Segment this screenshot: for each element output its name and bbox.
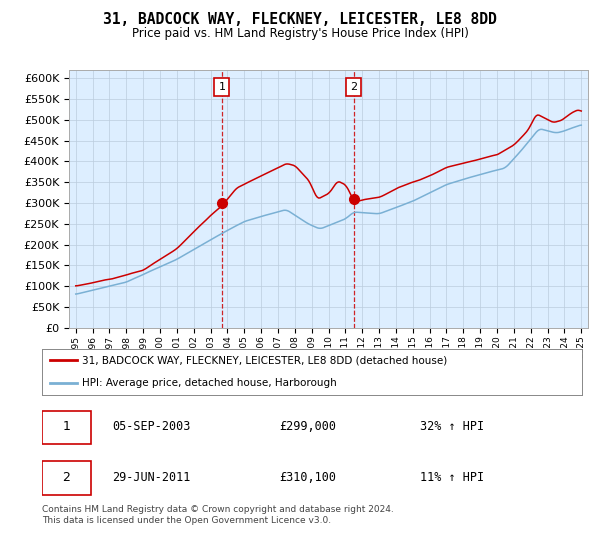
Text: Price paid vs. HM Land Registry's House Price Index (HPI): Price paid vs. HM Land Registry's House … [131,27,469,40]
Text: 31, BADCOCK WAY, FLECKNEY, LEICESTER, LE8 8DD (detached house): 31, BADCOCK WAY, FLECKNEY, LEICESTER, LE… [83,356,448,365]
Text: Contains HM Land Registry data © Crown copyright and database right 2024.
This d: Contains HM Land Registry data © Crown c… [42,505,394,525]
FancyBboxPatch shape [42,461,91,494]
Text: 1: 1 [218,82,226,92]
Text: 32% ↑ HPI: 32% ↑ HPI [420,421,484,433]
Text: 05-SEP-2003: 05-SEP-2003 [112,421,191,433]
Text: HPI: Average price, detached house, Harborough: HPI: Average price, detached house, Harb… [83,379,337,388]
Text: 11% ↑ HPI: 11% ↑ HPI [420,471,484,484]
Text: £299,000: £299,000 [280,421,337,433]
Text: £310,100: £310,100 [280,471,337,484]
Text: 2: 2 [62,471,70,484]
FancyBboxPatch shape [42,411,91,444]
Text: 1: 1 [62,421,70,433]
Text: 2: 2 [350,82,358,92]
Text: 29-JUN-2011: 29-JUN-2011 [112,471,191,484]
Text: 31, BADCOCK WAY, FLECKNEY, LEICESTER, LE8 8DD: 31, BADCOCK WAY, FLECKNEY, LEICESTER, LE… [103,12,497,27]
